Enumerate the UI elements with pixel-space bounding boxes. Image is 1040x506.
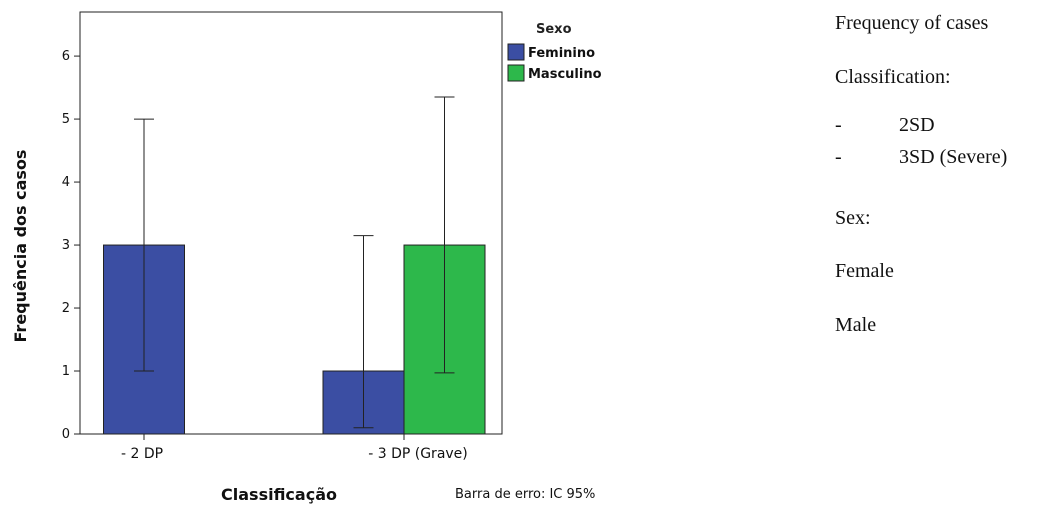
translation-male: Male (835, 314, 876, 337)
y-axis: 0 1 2 3 4 5 6 (62, 49, 80, 442)
y-tick-label: 5 (62, 112, 70, 127)
y-axis-label: Frequência dos casos (11, 150, 30, 343)
x-axis-label: Classificação (221, 485, 337, 504)
translation-class-item: - 3SD (Severe) (835, 146, 1035, 170)
y-tick-label: 4 (62, 175, 70, 190)
translation-female: Female (835, 260, 894, 283)
legend-items: Feminino Masculino (508, 44, 602, 82)
y-tick-label: 0 (62, 427, 70, 442)
y-tick-label: 6 (62, 49, 70, 64)
translation-class-2sd: 2SD (899, 114, 935, 137)
translation-classification: Classification: (835, 66, 951, 89)
error-bar-note: Barra de erro: IC 95% (455, 487, 595, 502)
legend-label-feminino: Feminino (528, 46, 595, 61)
x-tick-label: - 3 DP (Grave) (368, 446, 468, 462)
list-dash: - (835, 146, 842, 169)
translation-class-item: - 2SD (835, 114, 1035, 138)
legend-swatch-masculino (508, 65, 524, 81)
translation-title: Frequency of cases (835, 12, 988, 35)
legend: Sexo Feminino Masculino (508, 22, 602, 82)
legend-title: Sexo (536, 22, 572, 37)
legend-swatch-feminino (508, 44, 524, 60)
x-axis: - 2 DP - 3 DP (Grave) (121, 434, 468, 462)
y-tick-label: 1 (62, 364, 70, 379)
y-tick-label: 2 (62, 301, 70, 316)
list-dash: - (835, 114, 842, 137)
legend-label-masculino: Masculino (528, 67, 602, 82)
bars-group (104, 245, 486, 434)
x-tick-label: - 2 DP (121, 446, 163, 462)
translation-sex: Sex: (835, 207, 871, 230)
y-tick-label: 3 (62, 238, 70, 253)
translation-class-3sd: 3SD (Severe) (899, 146, 1007, 169)
